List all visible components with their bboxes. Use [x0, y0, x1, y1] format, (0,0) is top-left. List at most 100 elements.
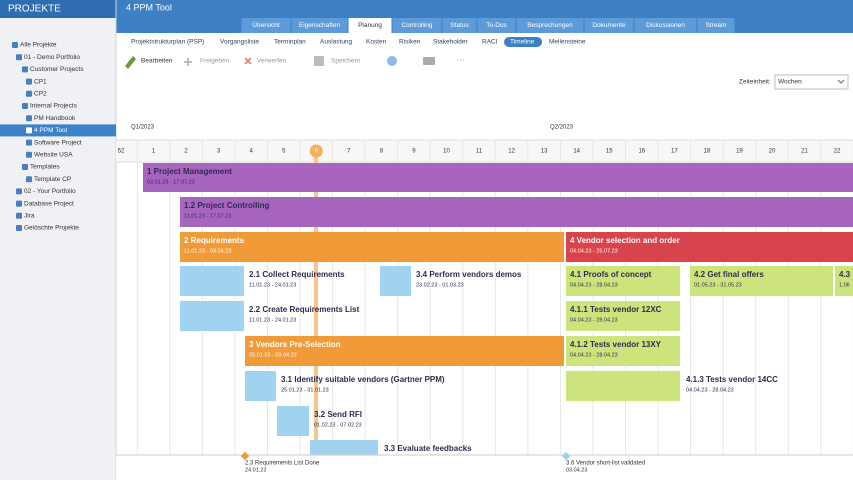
milestone-title: 2.3 Requirements List Done	[245, 461, 320, 467]
subtab[interactable]: Vorgangsliste	[220, 39, 259, 46]
tab-label[interactable]: Besprechungen	[527, 22, 573, 29]
gantt-bar[interactable]	[566, 371, 680, 401]
subtab[interactable]: Terminplan	[274, 39, 306, 46]
tab[interactable]	[241, 18, 291, 33]
tab[interactable]	[442, 18, 477, 33]
tree-item[interactable]: Gelöschte Projekte	[24, 225, 79, 232]
subtab[interactable]: Meilensteine	[549, 39, 586, 46]
gantt-bar[interactable]	[566, 336, 680, 366]
gantt-bar[interactable]	[180, 232, 564, 262]
bar-title: 1 Project Management	[147, 167, 232, 176]
gantt-bar[interactable]	[380, 266, 411, 296]
quarter-label: Q2/2023	[550, 125, 574, 131]
bar-dates: 11.01.23 - 03.04.23	[184, 248, 231, 254]
week-label: 15	[606, 149, 613, 155]
tab-label[interactable]: Dokumente	[592, 22, 626, 29]
subtab[interactable]: Risiken	[399, 39, 421, 46]
time-unit-value[interactable]: Wochen	[778, 79, 802, 86]
toolbar-button[interactable]: Freigeben	[200, 58, 230, 65]
discard-icon[interactable]	[244, 57, 252, 65]
milestone-diamond[interactable]	[240, 451, 250, 461]
tab-label[interactable]: Status	[450, 22, 469, 29]
tab[interactable]	[348, 18, 392, 33]
bar-dates: 04.04.23 - 28.04.23	[570, 352, 618, 358]
tab[interactable]	[291, 18, 348, 33]
tree-item[interactable]: Template CP	[34, 176, 71, 183]
week-label: 11	[476, 149, 483, 155]
gantt-bar[interactable]	[180, 266, 244, 296]
print-icon[interactable]	[423, 57, 435, 65]
tree-icon	[16, 212, 22, 219]
subtab[interactable]: Stakeholder	[433, 39, 469, 46]
timeline-footer	[116, 455, 853, 480]
tab[interactable]	[392, 18, 442, 33]
gantt-bar[interactable]	[277, 406, 309, 436]
tree-item[interactable]: CP2	[34, 91, 47, 98]
tab-label[interactable]: Planung	[358, 22, 382, 29]
milestone-diamond[interactable]	[561, 451, 571, 461]
tab[interactable]	[697, 18, 735, 33]
week-label: 9	[412, 149, 416, 155]
tree-icon	[22, 164, 28, 170]
bar-title: 3 Vendors Pre-Selection	[249, 340, 341, 349]
bar-dates: 04.04.23 - 25.07.23	[570, 248, 618, 254]
gantt-bar[interactable]	[180, 301, 244, 331]
tree-item[interactable]: Database Project	[24, 200, 74, 207]
tree-item[interactable]: Customer Projects	[30, 66, 84, 73]
subtab[interactable]: Kosten	[366, 39, 387, 46]
toolbar-button[interactable]: Bearbeiten	[141, 58, 173, 65]
gantt-bar[interactable]	[566, 301, 680, 331]
tree-item[interactable]: Templates	[30, 164, 60, 171]
bar-title: 4 Vendor selection and order	[570, 236, 680, 245]
toolbar-button[interactable]: Verwerfen	[257, 58, 287, 65]
milestone-date: 24.01.23	[245, 467, 266, 473]
tree-item[interactable]: PM Handbook	[34, 115, 76, 122]
tab[interactable]	[584, 18, 634, 33]
tab[interactable]	[516, 18, 584, 33]
toolbar-button[interactable]: Speichern	[331, 58, 361, 65]
gantt-bar[interactable]	[143, 163, 853, 192]
edit-icon[interactable]	[125, 56, 136, 69]
subtab[interactable]: RACI	[482, 39, 498, 46]
tree-item[interactable]: 02 - Your Portfolio	[24, 188, 76, 195]
tab[interactable]	[477, 18, 516, 33]
bar-title: 3.3 Evaluate feedbacks	[384, 444, 472, 453]
selected-row	[0, 124, 116, 137]
tab-label[interactable]: Diskussionen	[646, 22, 685, 29]
tree-item[interactable]: CP1	[34, 78, 47, 85]
tree-item[interactable]: 01 - Demo Portfolio	[24, 54, 80, 61]
tab-label[interactable]: Controlling	[401, 22, 432, 29]
time-unit-label: Zeiteinheit:	[739, 79, 771, 86]
subtab[interactable]: Auslastung	[320, 39, 353, 46]
tree-item[interactable]: 4 PPM Tool	[34, 127, 68, 134]
gantt-bar[interactable]	[245, 371, 276, 401]
tab-label[interactable]: Übersicht	[252, 21, 280, 29]
info-icon[interactable]	[387, 56, 397, 66]
subtab[interactable]: Projektstrukturplan (PSP)	[131, 39, 204, 46]
tab[interactable]	[634, 18, 697, 33]
gantt-bar[interactable]	[180, 197, 853, 227]
time-unit-select[interactable]	[774, 74, 849, 90]
gantt-bar[interactable]	[690, 266, 833, 296]
gantt-bar[interactable]	[835, 266, 853, 296]
tab-label[interactable]: To-Dos	[486, 22, 507, 29]
tree-item[interactable]: Internal Projects	[30, 103, 78, 110]
tab-label[interactable]: Stream	[706, 22, 727, 29]
tree-item[interactable]: Jira	[24, 213, 35, 220]
tab-label[interactable]: Eigenschaften	[299, 22, 341, 29]
tree-item[interactable]: Website USA	[34, 152, 73, 159]
gantt-bar[interactable]	[245, 336, 564, 366]
gantt-bar[interactable]	[566, 232, 853, 262]
bar-title: 3.1 Identify suitable vendors (Gartner P…	[281, 375, 445, 384]
gantt-bar[interactable]	[310, 440, 378, 455]
more-icon[interactable]: ···	[456, 54, 465, 64]
subtab[interactable]: Timeline	[510, 39, 535, 46]
tree-icon	[22, 103, 28, 109]
share-icon[interactable]	[184, 58, 192, 66]
bar-dates: 04.04.23 - 28.04.23	[570, 317, 618, 323]
tree-item[interactable]: Alle Projekte	[20, 42, 57, 49]
gantt-bar[interactable]	[566, 266, 680, 296]
save-icon[interactable]	[314, 56, 324, 66]
week-label: 2	[184, 149, 188, 155]
tree-item[interactable]: Software Project	[34, 139, 82, 146]
